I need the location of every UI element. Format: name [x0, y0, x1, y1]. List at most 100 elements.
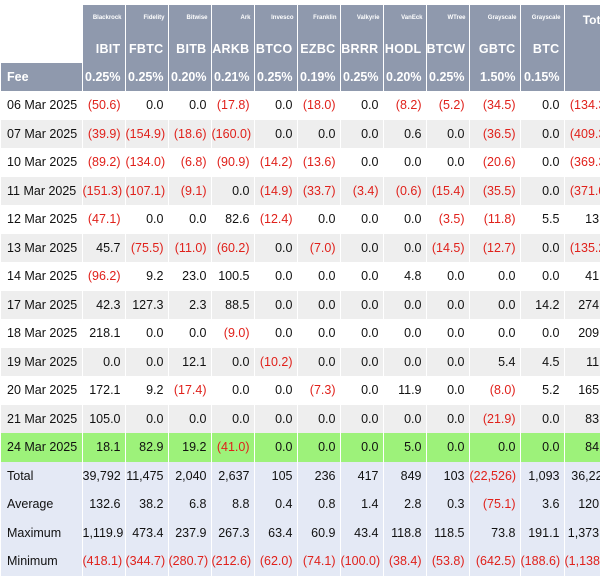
- flow-cell: 0.0: [125, 347, 169, 376]
- flow-cell: (96.2): [82, 262, 126, 291]
- row-date: 20 Mar 2025: [1, 376, 83, 405]
- flow-cell: 88.5: [211, 290, 255, 319]
- flow-cell: 0.0: [168, 404, 212, 433]
- flow-cell: 0.0: [520, 91, 565, 120]
- summary-cell: 43.4: [340, 518, 384, 547]
- fee-row: Fee 0.25% 0.25% 0.20% 0.21% 0.25% 0.19% 0.25% 0.…: [1, 63, 600, 91]
- flow-cell: 0.0: [426, 290, 470, 319]
- flow-cell: 0.0: [520, 319, 565, 348]
- flow-cell: 0.0: [426, 404, 470, 433]
- flow-cell: 0.0: [340, 205, 384, 234]
- summary-cell: (38.4): [383, 547, 427, 576]
- summary-cell: 1,093: [520, 461, 565, 490]
- flow-cell: 0.0: [297, 433, 341, 462]
- flow-cell: 0.0: [254, 233, 298, 262]
- table-row: 19 Mar 2025 0.0 0.0 12.1 0.0 (10.2) 0.0 0.0 0.0 0…: [1, 347, 600, 376]
- flow-cell: 0.0: [82, 347, 126, 376]
- flow-cell: 0.0: [211, 404, 255, 433]
- flow-cell: 0.0: [254, 119, 298, 148]
- flow-cell: (8.2): [383, 91, 427, 120]
- flow-cell: 2.3: [168, 290, 212, 319]
- flow-cell: 0.0: [383, 404, 427, 433]
- summary-cell: 63.4: [254, 518, 298, 547]
- summary-cell: 2,637: [211, 461, 255, 490]
- flow-cell: (12.7): [469, 233, 521, 262]
- flow-cell: (369.3): [564, 148, 600, 177]
- flow-cell: (90.9): [211, 148, 255, 177]
- flow-cell: (14.2): [254, 148, 298, 177]
- flow-cell: (6.8): [168, 148, 212, 177]
- summary-cell: (62.0): [254, 547, 298, 576]
- issuer-header: Bitwise: [168, 5, 212, 34]
- summary-row: Average 132.6 38.2 6.8 8.8 0.4 0.8 1.4 2.8 0.3 (75…: [1, 490, 600, 519]
- flow-cell: 209.1: [564, 319, 600, 348]
- flow-cell: 0.0: [211, 376, 255, 405]
- flow-cell: 0.0: [297, 319, 341, 348]
- flow-cell: 4.8: [383, 262, 427, 291]
- flow-cell: 0.0: [426, 433, 470, 462]
- fee-cell: 0.25%: [426, 63, 470, 91]
- summary-row: Total 39,792 11,475 2,040 2,637 105 236 417 849 1…: [1, 461, 600, 490]
- flow-cell: (3.5): [426, 205, 470, 234]
- flow-cell: 0.0: [520, 233, 565, 262]
- row-date: 07 Mar 2025: [1, 119, 83, 148]
- flow-cell: 172.1: [82, 376, 126, 405]
- flow-cell: (60.2): [211, 233, 255, 262]
- corner-cell: [1, 5, 83, 34]
- row-date: 24 Mar 2025: [1, 433, 83, 462]
- flow-cell: 0.0: [211, 347, 255, 376]
- summary-cell: 2.8: [383, 490, 427, 519]
- flow-cell: 0.0: [426, 319, 470, 348]
- table-row: 10 Mar 2025 (89.2) (134.0) (6.8) (90.9) (14.2…: [1, 148, 600, 177]
- issuer-header: Blackrock: [82, 5, 126, 34]
- etf-flows-table: Blackrock Fidelity Bitwise Ark Invesco Frankl…: [1, 5, 600, 576]
- table-row: 20 Mar 2025 172.1 9.2 (17.4) 0.0 0.0 (7.3) 0.0 1…: [1, 376, 600, 405]
- flow-cell: (107.1): [125, 176, 169, 205]
- flow-cell: 5.4: [469, 347, 521, 376]
- flow-cell: 0.0: [383, 347, 427, 376]
- flow-cell: (409.3): [564, 119, 600, 148]
- summary-cell: (74.1): [297, 547, 341, 576]
- flow-cell: 42.3: [82, 290, 126, 319]
- summary-cell: 191.1: [520, 518, 565, 547]
- flow-cell: 0.0: [383, 290, 427, 319]
- total-header: Total: [564, 5, 600, 34]
- flow-cell: (160.0): [211, 119, 255, 148]
- summary-cell: (212.6): [211, 547, 255, 576]
- flow-cell: 0.0: [340, 262, 384, 291]
- flow-cell: 0.0: [168, 205, 212, 234]
- summary-cell: 236: [297, 461, 341, 490]
- fee-cell: [564, 63, 600, 91]
- issuer-header: WTree: [426, 5, 470, 34]
- ticker-header: IBIT: [82, 34, 126, 63]
- flow-cell: 0.0: [340, 290, 384, 319]
- table-row: 17 Mar 2025 42.3 127.3 2.3 88.5 0.0 0.0 0.0 0.0 0…: [1, 290, 600, 319]
- table-row: 06 Mar 2025 (50.6) 0.0 0.0 (17.8) 0.0 (18.0) 0.…: [1, 91, 600, 120]
- issuer-header: Valkyrie: [340, 5, 384, 34]
- flow-cell: 5.5: [520, 205, 565, 234]
- flow-cell: 0.0: [254, 376, 298, 405]
- flow-cell: 23.0: [168, 262, 212, 291]
- flow-cell: 13.3: [564, 205, 600, 234]
- flow-cell: (9.0): [211, 319, 255, 348]
- summary-cell: 2,040: [168, 461, 212, 490]
- ticker-header: ARKB: [211, 34, 255, 63]
- issuer-header-row: Blackrock Fidelity Bitwise Ark Invesco Frankl…: [1, 5, 600, 34]
- fee-cell: 0.25%: [254, 63, 298, 91]
- ticker-header: FBTC: [125, 34, 169, 63]
- ticker-header: BTC: [520, 34, 565, 63]
- summary-cell: 118.5: [426, 518, 470, 547]
- summary-cell: (22,526): [469, 461, 521, 490]
- ticker-header: BRRR: [340, 34, 384, 63]
- flow-cell: 0.0: [383, 205, 427, 234]
- flow-cell: (7.0): [297, 233, 341, 262]
- flow-cell: 0.0: [254, 262, 298, 291]
- flow-cell: 0.0: [125, 319, 169, 348]
- flow-cell: 0.6: [383, 119, 427, 148]
- flow-cell: (36.5): [469, 119, 521, 148]
- flow-cell: 0.0: [520, 176, 565, 205]
- flow-cell: 0.0: [125, 404, 169, 433]
- row-date: 18 Mar 2025: [1, 319, 83, 348]
- summary-row: Maximum 1,119.9 473.4 237.9 267.3 63.4 60.9 43.…: [1, 518, 600, 547]
- ticker-header: GBTC: [469, 34, 521, 63]
